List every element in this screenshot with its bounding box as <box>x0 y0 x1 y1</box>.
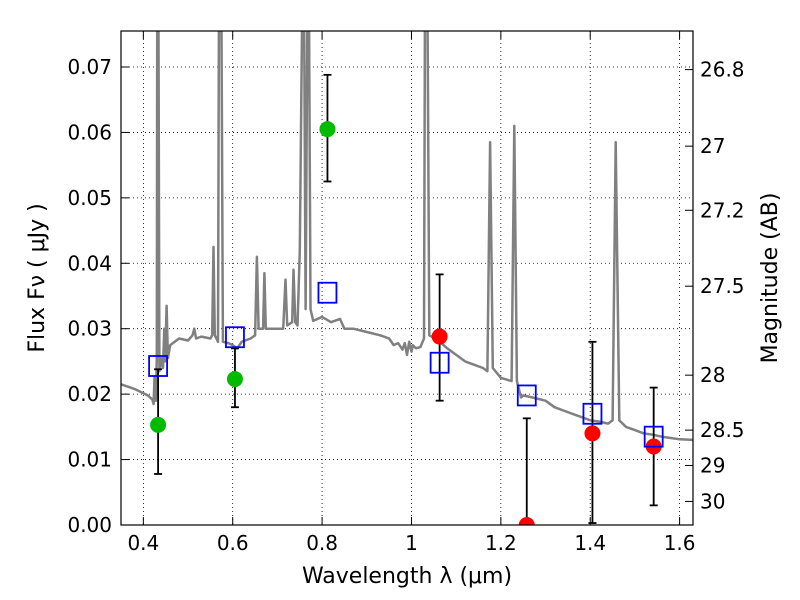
plot-background <box>121 31 693 525</box>
y-tick-label: 0.05 <box>67 186 112 210</box>
flux-point <box>226 371 243 388</box>
y2-tick-label: 27.5 <box>700 274 745 298</box>
y-tick-label: 0.00 <box>67 513 112 537</box>
x-axis-label: Wavelength λ (μm) <box>302 564 512 589</box>
flux-point <box>431 328 448 345</box>
y2-tick-label: 28.5 <box>700 418 745 442</box>
model-flux-box <box>225 326 245 349</box>
model-flux-box <box>582 402 603 425</box>
spectrum-line <box>121 31 693 442</box>
y2-tick-label: 26.8 <box>700 58 745 82</box>
flux-point <box>319 121 336 138</box>
plot-frame <box>120 30 694 526</box>
y2-tick-label: 27 <box>700 134 725 158</box>
model-flux-box <box>516 384 537 407</box>
y-tick-label: 0.06 <box>67 120 112 144</box>
x-tick-label: 1.2 <box>485 531 517 555</box>
x-tick-label: 0.6 <box>217 531 249 555</box>
y-axis-label: Flux Fν ( μJy ) <box>25 203 50 352</box>
y2-axis-label: Magnitude (AB) <box>758 193 783 364</box>
y-tick-label: 0.01 <box>67 448 112 472</box>
y2-tick-label: 29 <box>700 453 725 477</box>
flux-point <box>518 517 535 525</box>
flux-point <box>584 425 601 442</box>
model-flux-box <box>317 281 338 304</box>
y2-tick-label: 30 <box>700 489 725 513</box>
y2-tick-label: 28 <box>700 363 725 387</box>
y-tick-label: 0.03 <box>67 317 112 341</box>
x-tick-label: 1.4 <box>574 531 606 555</box>
x-tick-label: 0.4 <box>127 531 159 555</box>
y2-tick-label: 27.2 <box>700 198 745 222</box>
x-tick-label: 1.6 <box>664 531 696 555</box>
model-flux-box <box>643 425 664 448</box>
flux-point <box>150 416 167 433</box>
y-tick-label: 0.02 <box>67 382 112 406</box>
x-tick-label: 0.8 <box>306 531 338 555</box>
axes: 0.4 0.6 0.8 1 1.2 1.4 1.6 0.00 0.01 0.02 0.03 0.04 0… <box>67 31 745 555</box>
y-tick-label: 0.04 <box>67 251 112 275</box>
x-tick-label: 1 <box>405 531 418 555</box>
model-flux-box <box>148 355 168 377</box>
plot-area <box>121 31 693 525</box>
model-flux-box <box>429 351 450 374</box>
y-tick-label: 0.07 <box>67 55 112 79</box>
